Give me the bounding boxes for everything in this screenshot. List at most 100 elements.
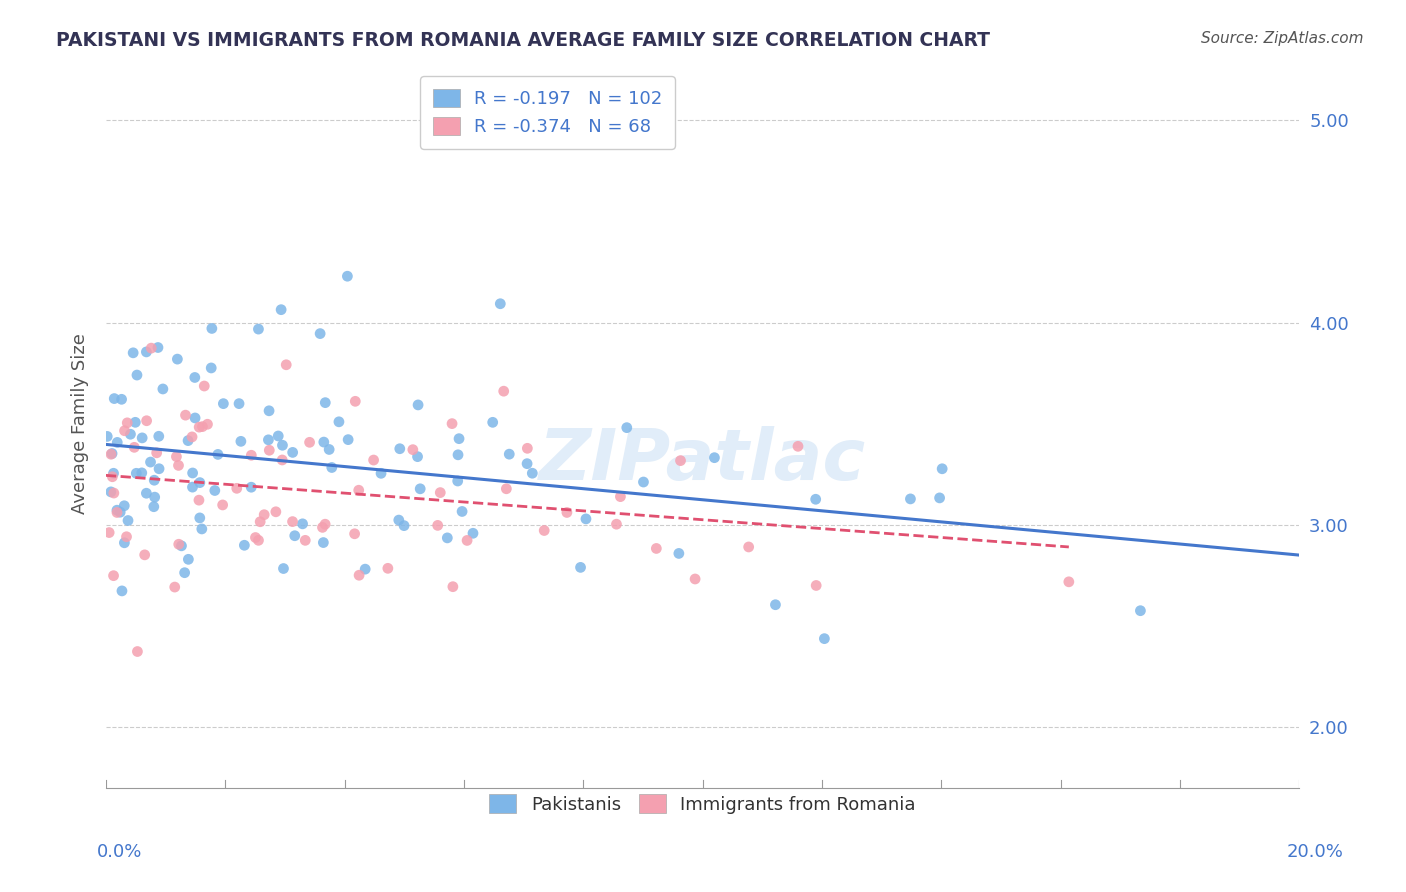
Point <box>481 415 503 429</box>
Point <box>257 404 280 418</box>
Point <box>813 632 835 646</box>
Text: 20.0%: 20.0% <box>1286 843 1343 861</box>
Point <box>392 518 415 533</box>
Point <box>200 361 222 376</box>
Point <box>309 326 332 341</box>
Point <box>188 475 211 490</box>
Point <box>181 480 204 494</box>
Point <box>343 526 366 541</box>
Point <box>191 419 214 434</box>
Point <box>447 432 470 446</box>
Point <box>344 394 367 409</box>
Point <box>441 580 464 594</box>
Point <box>211 498 233 512</box>
Legend: Pakistanis, Immigrants from Romania: Pakistanis, Immigrants from Romania <box>477 781 928 826</box>
Point <box>105 435 128 450</box>
Point <box>328 415 350 429</box>
Point <box>259 443 281 458</box>
Point <box>321 460 343 475</box>
Point <box>605 517 627 532</box>
Point <box>127 644 149 658</box>
Point <box>441 417 464 431</box>
Point <box>135 414 157 428</box>
Point <box>131 431 153 445</box>
Point <box>163 580 186 594</box>
Point <box>928 491 950 505</box>
Point <box>125 368 148 382</box>
Point <box>312 535 335 549</box>
Point <box>429 485 451 500</box>
Point <box>124 440 146 454</box>
Point <box>669 453 692 467</box>
Point <box>103 568 125 582</box>
Point <box>103 486 125 500</box>
Point <box>451 504 474 518</box>
Point <box>311 520 333 534</box>
Point <box>249 515 271 529</box>
Point <box>633 475 655 489</box>
Point <box>201 321 224 335</box>
Point <box>167 458 190 473</box>
Point <box>461 526 484 541</box>
Point <box>533 524 555 538</box>
Point <box>110 392 132 407</box>
Point <box>225 481 247 495</box>
Point <box>765 598 787 612</box>
Point <box>347 568 370 582</box>
Point <box>388 513 411 527</box>
Point <box>188 420 211 434</box>
Point <box>737 540 759 554</box>
Point <box>167 537 190 551</box>
Point <box>314 517 336 532</box>
Point <box>139 455 162 469</box>
Point <box>426 518 449 533</box>
Point <box>145 446 167 460</box>
Point <box>112 499 135 513</box>
Point <box>1057 574 1080 589</box>
Y-axis label: Average Family Size: Average Family Size <box>72 334 89 514</box>
Point <box>253 508 276 522</box>
Point <box>115 530 138 544</box>
Point <box>143 473 166 487</box>
Point <box>177 552 200 566</box>
Point <box>668 546 690 560</box>
Point <box>141 341 163 355</box>
Point <box>257 433 280 447</box>
Point <box>188 511 211 525</box>
Point <box>787 439 810 453</box>
Point <box>276 358 298 372</box>
Point <box>377 561 399 575</box>
Point <box>191 522 214 536</box>
Point <box>270 302 292 317</box>
Point <box>616 420 638 434</box>
Point <box>284 529 307 543</box>
Point <box>142 500 165 514</box>
Point <box>489 297 512 311</box>
Point <box>363 453 385 467</box>
Point <box>402 442 425 457</box>
Point <box>281 445 304 459</box>
Point <box>931 462 953 476</box>
Point <box>135 486 157 500</box>
Point <box>148 461 170 475</box>
Point <box>240 480 263 494</box>
Point <box>436 531 458 545</box>
Point <box>197 417 219 432</box>
Point <box>114 424 136 438</box>
Point <box>152 382 174 396</box>
Point <box>370 467 392 481</box>
Point <box>228 397 250 411</box>
Point <box>804 492 827 507</box>
Point <box>354 562 377 576</box>
Point <box>124 415 146 429</box>
Point <box>98 525 121 540</box>
Point <box>174 408 197 422</box>
Point <box>135 345 157 359</box>
Point <box>146 341 169 355</box>
Point <box>148 429 170 443</box>
Point <box>447 474 470 488</box>
Point <box>170 539 193 553</box>
Text: Source: ZipAtlas.com: Source: ZipAtlas.com <box>1201 31 1364 46</box>
Point <box>456 533 478 548</box>
Point <box>101 446 124 460</box>
